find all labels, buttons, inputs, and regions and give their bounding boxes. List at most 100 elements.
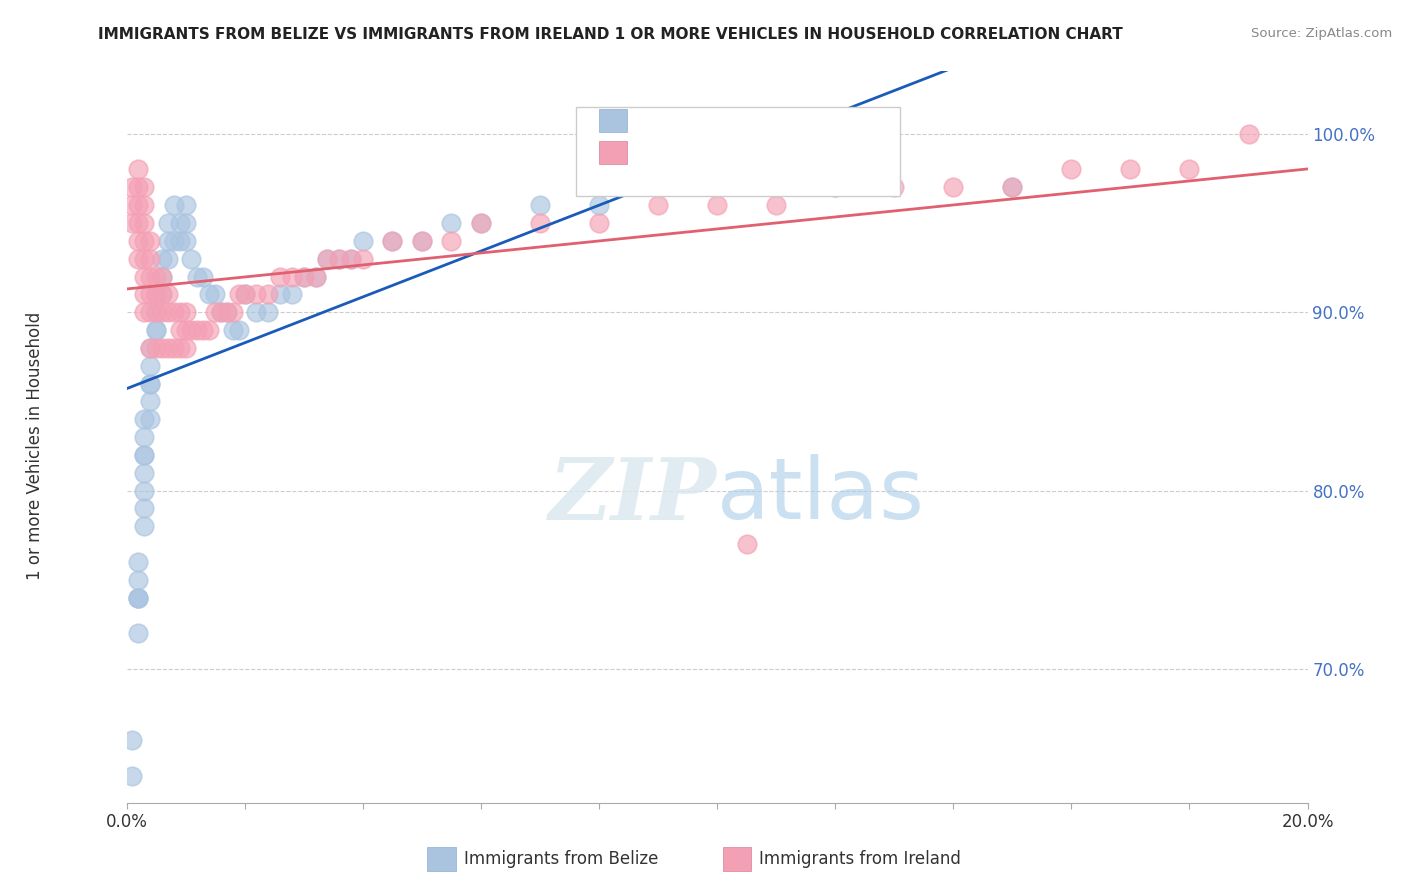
Point <box>127 234 149 248</box>
Point <box>942 180 965 194</box>
Point <box>215 305 238 319</box>
Text: Immigrants from Belize: Immigrants from Belize <box>464 850 658 868</box>
Point <box>169 234 191 248</box>
Point <box>328 252 350 266</box>
Point <box>588 216 610 230</box>
Point <box>121 180 143 194</box>
Point <box>316 252 339 266</box>
Point <box>139 341 162 355</box>
Point <box>174 305 197 319</box>
Point <box>228 287 250 301</box>
Point <box>139 376 162 391</box>
Point <box>174 323 197 337</box>
Point <box>281 287 304 301</box>
Point <box>470 216 492 230</box>
Point <box>169 341 191 355</box>
Point <box>440 234 463 248</box>
Point <box>145 287 167 301</box>
Point <box>139 341 162 355</box>
Point <box>163 198 186 212</box>
Point <box>529 198 551 212</box>
Point <box>134 305 156 319</box>
Point <box>411 234 433 248</box>
Point <box>735 537 758 551</box>
Point <box>440 216 463 230</box>
Point <box>257 305 280 319</box>
Point <box>292 269 315 284</box>
Point <box>121 198 143 212</box>
Point <box>163 305 186 319</box>
Point <box>156 287 179 301</box>
Point <box>127 198 149 212</box>
Point <box>127 591 149 605</box>
Point <box>1237 127 1260 141</box>
Point <box>174 234 197 248</box>
Point <box>134 198 156 212</box>
Point <box>186 323 208 337</box>
Point <box>245 305 267 319</box>
Point <box>222 305 245 319</box>
Text: 1 or more Vehicles in Household: 1 or more Vehicles in Household <box>27 312 44 580</box>
Point <box>1060 162 1083 177</box>
Point <box>257 287 280 301</box>
Point <box>145 323 167 337</box>
Point <box>127 591 149 605</box>
Point <box>139 305 162 319</box>
Text: ZIP: ZIP <box>550 454 717 537</box>
Point <box>765 180 787 194</box>
Point <box>233 287 256 301</box>
Point <box>209 305 232 319</box>
Point <box>706 198 728 212</box>
Point <box>134 483 156 498</box>
Point <box>121 733 143 747</box>
Point <box>139 359 162 373</box>
Point <box>127 573 149 587</box>
Point <box>156 341 179 355</box>
Text: IMMIGRANTS FROM BELIZE VS IMMIGRANTS FROM IRELAND 1 OR MORE VEHICLES IN HOUSEHOL: IMMIGRANTS FROM BELIZE VS IMMIGRANTS FRO… <box>98 27 1123 42</box>
Point <box>134 501 156 516</box>
Point <box>381 234 404 248</box>
Point <box>204 305 226 319</box>
Point <box>150 287 173 301</box>
Point <box>139 412 162 426</box>
Point <box>340 252 363 266</box>
Point <box>145 341 167 355</box>
Point <box>134 412 156 426</box>
Point <box>127 216 149 230</box>
Point <box>150 269 173 284</box>
Point <box>352 252 374 266</box>
Point <box>245 287 267 301</box>
Point <box>156 305 179 319</box>
Point <box>647 198 669 212</box>
Point <box>228 323 250 337</box>
Point <box>281 269 304 284</box>
Text: R = 0.286   N = 80: R = 0.286 N = 80 <box>636 147 806 165</box>
Point <box>139 376 162 391</box>
Point <box>765 198 787 212</box>
Point <box>150 269 173 284</box>
Point <box>163 234 186 248</box>
Point <box>1001 180 1024 194</box>
Point <box>121 216 143 230</box>
Point <box>127 252 149 266</box>
Point <box>292 269 315 284</box>
Point <box>145 305 167 319</box>
Point <box>127 591 149 605</box>
Point <box>304 269 326 284</box>
Point <box>127 626 149 640</box>
Text: R = 0.346   N = 70: R = 0.346 N = 70 <box>636 115 806 133</box>
Point <box>134 466 156 480</box>
Text: Immigrants from Ireland: Immigrants from Ireland <box>759 850 962 868</box>
Point <box>381 234 404 248</box>
Point <box>139 287 162 301</box>
Point <box>145 323 167 337</box>
Point <box>233 287 256 301</box>
Point <box>150 341 173 355</box>
Point <box>411 234 433 248</box>
Point <box>139 252 162 266</box>
Point <box>706 180 728 194</box>
Point <box>209 305 232 319</box>
Point <box>156 234 179 248</box>
Point <box>647 180 669 194</box>
Text: atlas: atlas <box>717 454 925 537</box>
